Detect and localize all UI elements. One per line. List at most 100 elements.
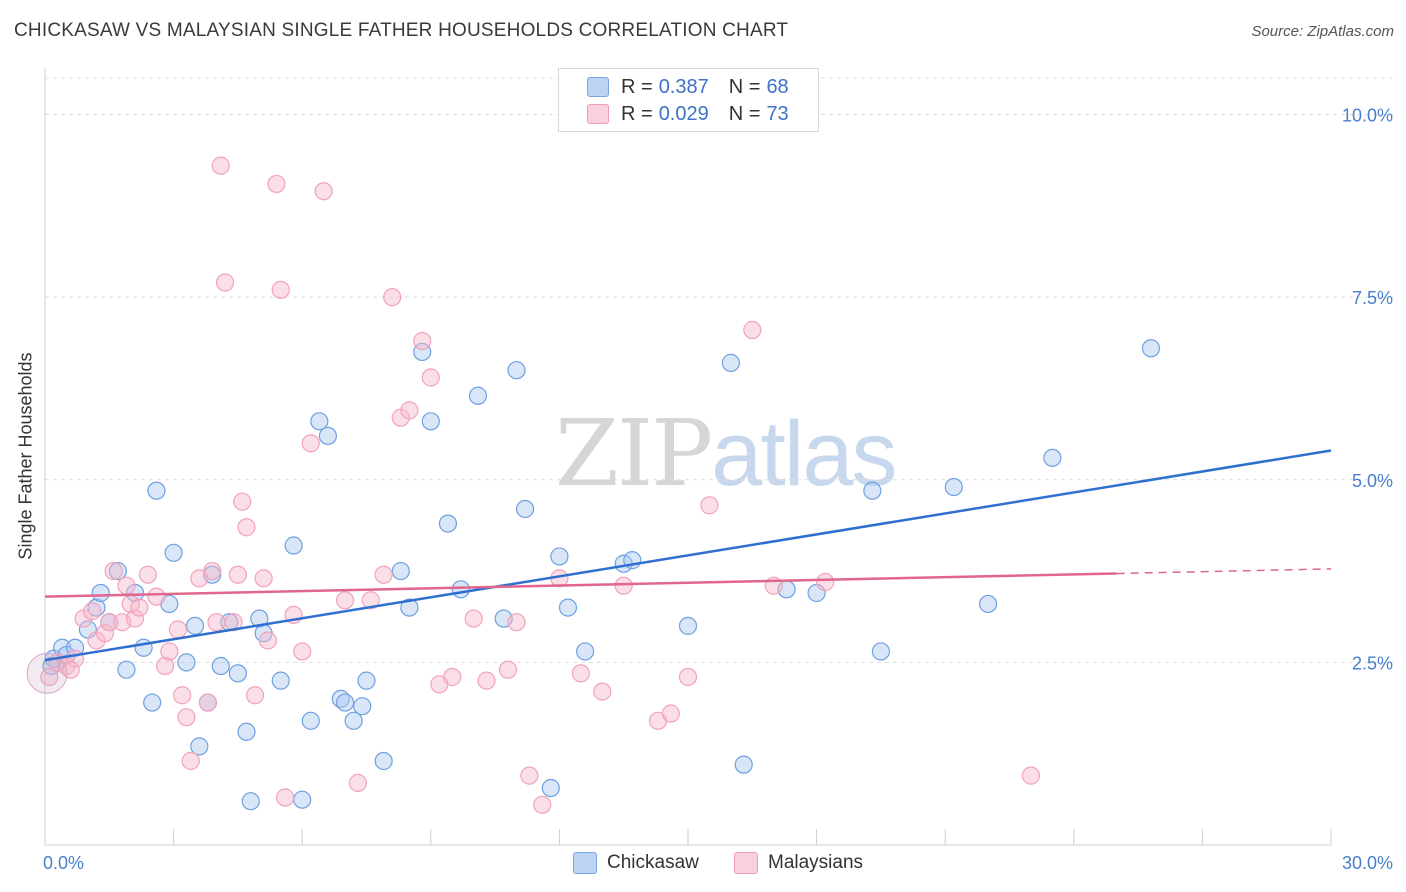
legend-row-malaysians: R = 0.029 N = 73	[587, 102, 789, 126]
legend-n-label: N =	[728, 75, 761, 98]
y-tick-label: 5.0%	[1352, 471, 1393, 491]
malaysians-point	[168, 620, 187, 639]
malaysians-point	[181, 751, 200, 771]
malaysians-point	[95, 624, 115, 643]
malaysians-trend-extension	[1116, 568, 1332, 575]
legend-n-value: 68	[766, 75, 789, 98]
malaysians-point	[258, 631, 278, 650]
legend-r-label: R =	[621, 102, 653, 125]
watermark-zip: ZIP	[555, 400, 713, 507]
bottom-legend-chickasaw: Chickasaw	[573, 852, 699, 874]
malaysians-point	[83, 602, 102, 621]
malaysians-point	[203, 561, 222, 581]
bottom-legend-malaysians: Malaysians	[734, 852, 863, 874]
malaysians-point	[383, 288, 402, 307]
malaysians-point	[443, 667, 462, 687]
malaysians-point	[177, 708, 196, 727]
malaysians-point	[147, 587, 166, 606]
chickasaw-point	[400, 598, 419, 617]
malaysians-point	[507, 613, 526, 632]
chart-title: CHICKASAW VS MALAYSIAN SINGLE FATHER HOU…	[14, 20, 789, 41]
chickasaw-point	[241, 792, 260, 811]
chickasaw-point	[211, 656, 230, 676]
legend-swatch-chickasaw	[587, 77, 609, 97]
chickasaw-point	[516, 499, 535, 519]
cluster-point	[26, 652, 68, 694]
chickasaw-point	[284, 536, 303, 555]
chickasaw-point	[344, 711, 363, 730]
chickasaw-point	[228, 664, 247, 683]
chickasaw-point	[863, 481, 882, 500]
malaysians-point	[374, 565, 393, 584]
malaysians-point	[498, 660, 518, 679]
malaysians-point	[237, 518, 256, 537]
malaysians-point	[348, 773, 368, 793]
bottom-legend-label: Malaysians	[768, 852, 864, 873]
malaysians-point	[40, 667, 59, 687]
chickasaw-point	[310, 412, 329, 431]
malaysians-point	[125, 609, 145, 628]
chickasaw-point	[721, 353, 740, 372]
chickasaw-point	[558, 598, 578, 617]
chickasaw-trend-line	[44, 449, 1332, 662]
malaysians-point	[743, 320, 762, 340]
y-tick-label: 2.5%	[1352, 653, 1393, 673]
chickasaw-point	[108, 561, 127, 581]
malaysians-point	[275, 788, 295, 807]
chickasaw-point	[421, 412, 440, 431]
chickasaw-point	[147, 481, 166, 500]
malaysians-point	[816, 572, 835, 592]
legend-row-chickasaw: R = 0.387 N = 68	[587, 75, 789, 99]
malaysians-point	[100, 613, 119, 632]
chickasaw-point	[550, 547, 569, 566]
y-axis-label: Single Father Households	[15, 352, 36, 560]
malaysians-point	[271, 280, 290, 299]
malaysians-point	[104, 561, 123, 581]
malaysians-point	[138, 565, 157, 584]
chickasaw-point	[335, 693, 355, 712]
chickasaw-point	[576, 642, 595, 661]
chickasaw-point	[944, 477, 963, 497]
malaysians-point	[400, 401, 419, 420]
malaysians-point	[293, 642, 312, 661]
chickasaw-point	[293, 790, 312, 809]
chickasaw-point	[190, 737, 209, 756]
malaysians-point	[571, 664, 590, 683]
malaysians-point	[700, 496, 719, 515]
bottom-swatch-chickasaw	[573, 852, 597, 874]
legend-r-label: R =	[621, 75, 653, 98]
legend-r-value: 0.029	[658, 102, 709, 125]
malaysians-point	[301, 434, 320, 453]
malaysians-point	[245, 686, 265, 705]
chickasaw-point	[1141, 339, 1161, 358]
malaysians-point	[593, 682, 612, 701]
malaysians-point	[413, 331, 432, 351]
chickasaw-point	[143, 693, 162, 712]
malaysians-point	[207, 613, 226, 632]
chickasaw-point	[237, 722, 256, 741]
malaysians-point	[160, 642, 179, 661]
malaysians-point	[533, 795, 552, 814]
malaysians-point	[614, 576, 633, 595]
legend-n-label: N =	[728, 102, 761, 125]
malaysians-point	[520, 766, 539, 785]
malaysians-point	[215, 273, 235, 292]
malaysians-point	[155, 656, 175, 676]
malaysians-point	[678, 667, 698, 687]
malaysians-point	[267, 174, 286, 194]
malaysians-point	[211, 156, 230, 175]
chickasaw-point	[1043, 448, 1062, 467]
chickasaw-point	[91, 583, 110, 603]
malaysians-point	[464, 609, 483, 628]
chickasaw-point	[678, 616, 698, 635]
y-tick-label: 10.0%	[1342, 106, 1393, 126]
chickasaw-point	[117, 660, 136, 679]
chickasaw-point	[177, 653, 196, 672]
chickasaw-point	[250, 609, 269, 628]
chickasaw-point	[541, 778, 560, 798]
chickasaw-point	[357, 671, 376, 690]
malaysians-point	[314, 182, 333, 201]
malaysians-point	[335, 591, 355, 610]
malaysians-point	[130, 598, 149, 617]
